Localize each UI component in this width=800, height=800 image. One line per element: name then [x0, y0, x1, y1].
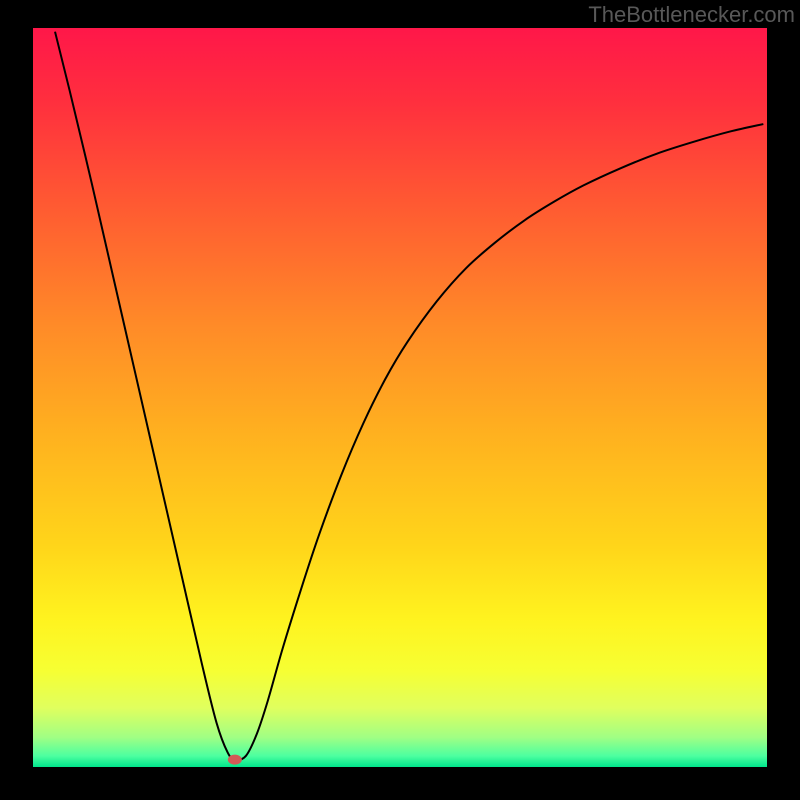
bottleneck-chart: TheBottlenecker.com	[0, 0, 800, 800]
optimal-marker	[228, 755, 242, 765]
attribution-text: TheBottlenecker.com	[588, 2, 795, 27]
chart-container: TheBottlenecker.com	[0, 0, 800, 800]
plot-background	[33, 28, 767, 767]
